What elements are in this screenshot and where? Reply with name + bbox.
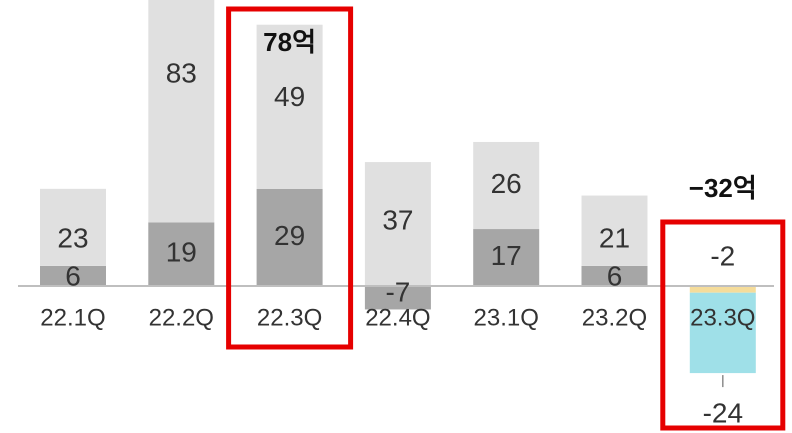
tick-label-23.3Q: 23.3Q bbox=[690, 304, 755, 331]
value-label-upper-23.1Q: 26 bbox=[491, 168, 522, 199]
highlight-layer bbox=[226, 6, 786, 431]
value-label-lower-22.4Q: -7 bbox=[385, 276, 410, 307]
tick-label-23.1Q: 23.1Q bbox=[474, 304, 539, 331]
bar-upper-22.3Q bbox=[256, 24, 323, 189]
bar-upper-23.2Q bbox=[581, 195, 648, 266]
bar-lower-22.4Q bbox=[364, 286, 431, 310]
bar-upper-22.2Q bbox=[148, 0, 215, 223]
bar-upper-22.4Q bbox=[364, 162, 431, 286]
bar-lower-23.3Q bbox=[689, 292, 756, 374]
bars-layer bbox=[40, 0, 756, 388]
value-label-lower-23.1Q: 17 bbox=[491, 240, 522, 271]
value-label-upper-23.3Q: -2 bbox=[710, 240, 735, 271]
value-label-upper-22.1Q: 23 bbox=[57, 222, 88, 253]
labels-layer: 22.1Q 6 23 22.2Q 19 83 22.3Q 29 49 22.4Q-7 37 23.1Q… bbox=[40, 27, 757, 429]
highlight-box-23.3Q bbox=[660, 219, 786, 431]
value-label-lower-22.1Q: 6 bbox=[65, 260, 81, 291]
value-label-lower-22.3Q: 29 bbox=[274, 220, 305, 251]
bar-lower-23.2Q bbox=[581, 265, 648, 286]
value-label-lower-23.2Q: 6 bbox=[607, 260, 623, 291]
bar-upper-23.3Q bbox=[689, 286, 756, 293]
value-label-upper-22.3Q: 49 bbox=[274, 81, 305, 112]
bar-lower-22.1Q bbox=[40, 265, 106, 286]
bar-lower-22.3Q bbox=[256, 188, 323, 286]
tick-label-22.1Q: 22.1Q bbox=[40, 304, 105, 331]
highlight-box-22.3Q bbox=[226, 6, 354, 350]
bar-upper-22.1Q bbox=[40, 188, 106, 266]
tick-label-22.2Q: 22.2Q bbox=[149, 304, 214, 331]
tick-label-23.2Q: 23.2Q bbox=[582, 304, 647, 331]
bar-upper-23.1Q bbox=[473, 141, 540, 230]
value-label-lower-22.2Q: 19 bbox=[166, 237, 197, 268]
value-label-upper-23.2Q: 21 bbox=[599, 222, 630, 253]
callout-23.3Q: −32억 bbox=[689, 173, 757, 203]
callout-22.3Q: 78억 bbox=[263, 27, 316, 57]
bar-lower-22.2Q bbox=[148, 222, 215, 286]
tick-label-22.3Q: 22.3Q bbox=[257, 304, 322, 331]
bar-lower-23.1Q bbox=[473, 229, 540, 286]
value-label-upper-22.4Q: 37 bbox=[382, 204, 413, 235]
value-label-upper-22.2Q: 83 bbox=[166, 58, 197, 89]
value-label-lower-23.3Q: -24 bbox=[703, 397, 743, 428]
tick-label-22.4Q: 22.4Q bbox=[365, 304, 430, 331]
